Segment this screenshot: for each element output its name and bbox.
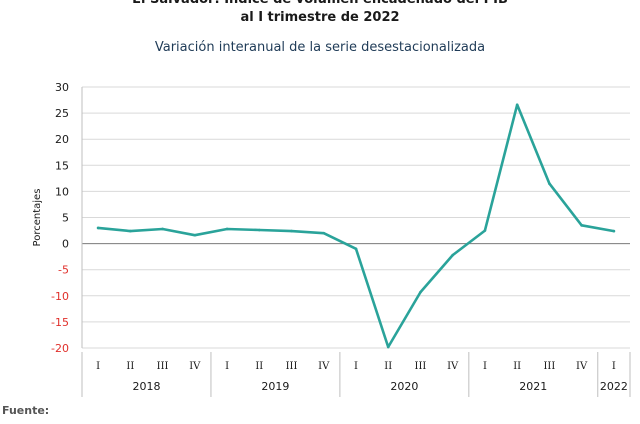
data-point (451, 253, 455, 257)
chart-subtitle: Variación interanual de la serie desesta… (154, 40, 486, 55)
y-tick-label: -5 (58, 264, 69, 277)
data-point (548, 182, 551, 185)
y-tick-label: 10 (55, 185, 69, 198)
y-tick-label: 20 (55, 133, 69, 146)
x-tick-label-quarter: II (513, 361, 521, 372)
y-tick-label: 25 (55, 107, 69, 120)
y-tick-label: 0 (62, 238, 69, 251)
x-tick-label-quarter: II (255, 361, 263, 372)
x-tick-label-quarter: I (96, 361, 100, 372)
chart-title-line-2: al I trimestre de 2022 (240, 10, 400, 25)
y-axis-label: Porcentajes (32, 189, 43, 247)
x-tick-label-quarter: II (126, 361, 134, 372)
y-tick-label: -15 (51, 316, 69, 329)
data-point (354, 247, 358, 251)
x-tick-label-quarter: I (612, 361, 616, 372)
data-point (96, 226, 100, 230)
source-label: Fuente: (2, 404, 50, 417)
series-line (96, 103, 616, 349)
x-tick-label-quarter: II (384, 361, 392, 372)
data-point (257, 228, 261, 232)
x-tick-label-year: 2021 (519, 380, 547, 393)
data-point (129, 229, 132, 233)
x-tick-label-quarter: I (354, 361, 358, 372)
x-tick-label-quarter: IV (189, 361, 201, 372)
data-point (161, 227, 164, 231)
x-tick-label-quarter: IV (576, 361, 588, 372)
data-point (225, 227, 229, 231)
x-tick-label-quarter: I (483, 361, 487, 372)
x-tick-label-year: 2022 (600, 380, 628, 393)
data-point (386, 345, 390, 349)
x-tick-label-quarter: I (225, 361, 229, 372)
x-tick-label-quarter: IV (318, 361, 330, 372)
data-point (322, 231, 326, 235)
x-tick-label-year: 2018 (132, 380, 160, 393)
data-point (290, 229, 293, 233)
x-tick-label-year: 2019 (261, 380, 289, 393)
x-tick-label-quarter: III (157, 361, 169, 372)
chart-title-line-1: El Salvador: Índice de volumen encadenad… (0, 0, 640, 8)
data-point (419, 290, 422, 294)
x-tick-label-year: 2020 (390, 380, 418, 393)
data-point (483, 229, 487, 232)
data-point (193, 233, 197, 237)
y-tick-label: 15 (55, 159, 69, 172)
y-tick-label: 30 (55, 81, 69, 94)
x-tick-label-quarter: III (286, 361, 298, 372)
data-point (612, 229, 616, 233)
y-tick-label: -20 (51, 342, 69, 355)
y-tick-label: -10 (51, 290, 69, 303)
x-tick-label-quarter: III (415, 361, 427, 372)
data-point (515, 103, 519, 107)
y-tick-label: 5 (62, 212, 69, 225)
x-tick-label-quarter: III (543, 361, 555, 372)
x-tick-label-quarter: IV (447, 361, 459, 372)
data-point (580, 224, 583, 227)
